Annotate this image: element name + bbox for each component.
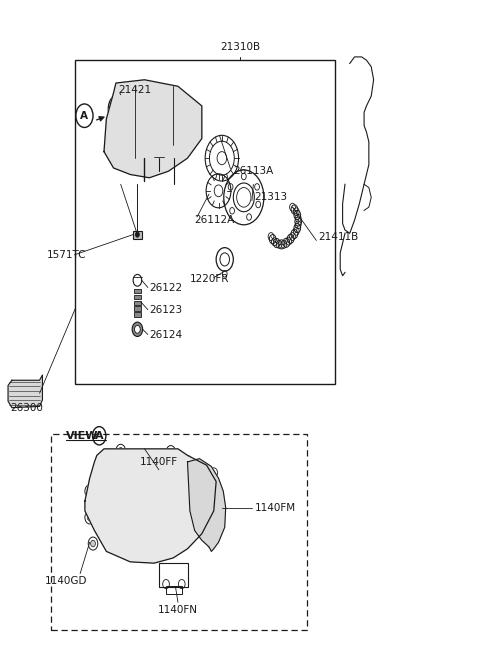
Circle shape: [91, 541, 96, 547]
Bar: [134, 300, 141, 305]
Circle shape: [118, 447, 123, 454]
Text: 21411B: 21411B: [319, 232, 359, 241]
Text: 21313: 21313: [254, 192, 288, 202]
Text: 26112A: 26112A: [195, 215, 235, 225]
Circle shape: [142, 499, 161, 525]
Text: 1571TC: 1571TC: [47, 250, 86, 260]
Text: 26300: 26300: [10, 403, 43, 413]
Text: 1140GD: 1140GD: [45, 577, 87, 586]
Bar: [134, 306, 141, 311]
Bar: [75, 60, 336, 384]
Text: 26123: 26123: [149, 304, 182, 315]
Polygon shape: [85, 449, 216, 563]
Polygon shape: [188, 459, 226, 552]
Circle shape: [135, 232, 139, 237]
Text: 1140FM: 1140FM: [254, 502, 296, 512]
Text: 21421: 21421: [118, 85, 151, 94]
Circle shape: [113, 100, 126, 118]
Circle shape: [132, 322, 143, 337]
Bar: [134, 312, 141, 317]
Bar: [133, 231, 142, 239]
Circle shape: [185, 459, 190, 465]
Text: 1140FN: 1140FN: [158, 605, 198, 615]
Text: 26122: 26122: [149, 283, 182, 293]
Circle shape: [87, 514, 92, 521]
Text: VIEW: VIEW: [66, 431, 98, 441]
Bar: [134, 289, 141, 293]
Text: 26124: 26124: [149, 329, 182, 340]
Polygon shape: [104, 80, 202, 178]
Circle shape: [87, 488, 92, 495]
Circle shape: [104, 452, 109, 459]
Text: A: A: [95, 431, 104, 441]
Bar: [51, 434, 307, 630]
Circle shape: [116, 104, 123, 114]
Text: A: A: [81, 111, 88, 121]
Circle shape: [168, 449, 173, 455]
Bar: [159, 562, 189, 587]
Bar: [166, 586, 182, 594]
Text: 21310B: 21310B: [220, 42, 260, 52]
Bar: [104, 451, 164, 504]
Polygon shape: [8, 375, 42, 407]
Circle shape: [134, 325, 140, 333]
Bar: [134, 295, 141, 299]
Text: 1140FF: 1140FF: [140, 457, 178, 467]
Text: 26113A: 26113A: [233, 166, 273, 176]
Text: 1220FR: 1220FR: [190, 274, 229, 284]
